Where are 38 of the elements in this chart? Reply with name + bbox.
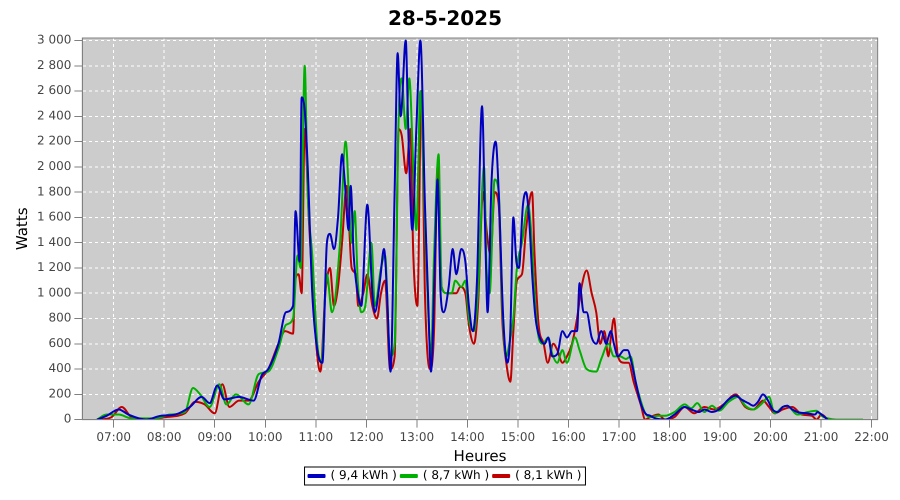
legend-label: ( 9,4 kWh ) [330, 468, 397, 482]
legend-label: ( 8,1 kWh ) [515, 468, 582, 482]
x-tick-label: 19:00 [702, 430, 738, 444]
y-tick-label: 1 600 [36, 210, 72, 224]
x-tick-label: 13:00 [400, 430, 434, 444]
y-axis-title: Watts [12, 207, 31, 250]
legend-label: ( 8,7 kWh ) [422, 468, 490, 482]
y-tick-label: 400 [48, 361, 72, 376]
x-tick-label: 22:00 [854, 430, 889, 444]
x-tick-label: 07:00 [96, 430, 131, 444]
x-tick-label: 09:00 [197, 430, 232, 444]
y-tick-label: 1 000 [36, 285, 72, 300]
y-tick-label: 2 000 [36, 159, 72, 174]
y-tick-label: 200 [48, 386, 72, 400]
x-tick-label: 08:00 [146, 430, 182, 444]
y-tick-label: 1 400 [36, 234, 72, 249]
x-tick-label: 11:00 [298, 430, 334, 444]
y-tick-label: 0 [64, 412, 72, 426]
y-tick-label: 3 000 [36, 32, 72, 47]
y-tick-label: 2 600 [36, 83, 72, 98]
x-tick-label: 17:00 [602, 430, 636, 444]
x-tick-label: 10:00 [248, 430, 283, 444]
x-tick-label: 21:00 [804, 430, 838, 444]
chart-title: 28-5-2025 [388, 6, 502, 30]
y-tick-label: 2 200 [36, 134, 72, 148]
x-tick-label: 15:00 [500, 430, 536, 444]
y-tick-label: 800 [48, 310, 72, 325]
x-axis-title: Heures [454, 446, 507, 465]
y-tick-label: 1 800 [36, 184, 72, 198]
x-tick-label: 18:00 [652, 430, 687, 444]
y-tick-label: 2 400 [36, 108, 72, 122]
y-tick-label: 1 200 [36, 260, 72, 274]
x-tick-label: 14:00 [450, 430, 485, 444]
y-tick-label: 2 800 [36, 58, 72, 72]
x-tick-label: 16:00 [551, 430, 586, 444]
y-tick-label: 600 [48, 336, 72, 350]
x-tick-label: 12:00 [349, 430, 384, 444]
x-tick-label: 20:00 [753, 430, 788, 444]
